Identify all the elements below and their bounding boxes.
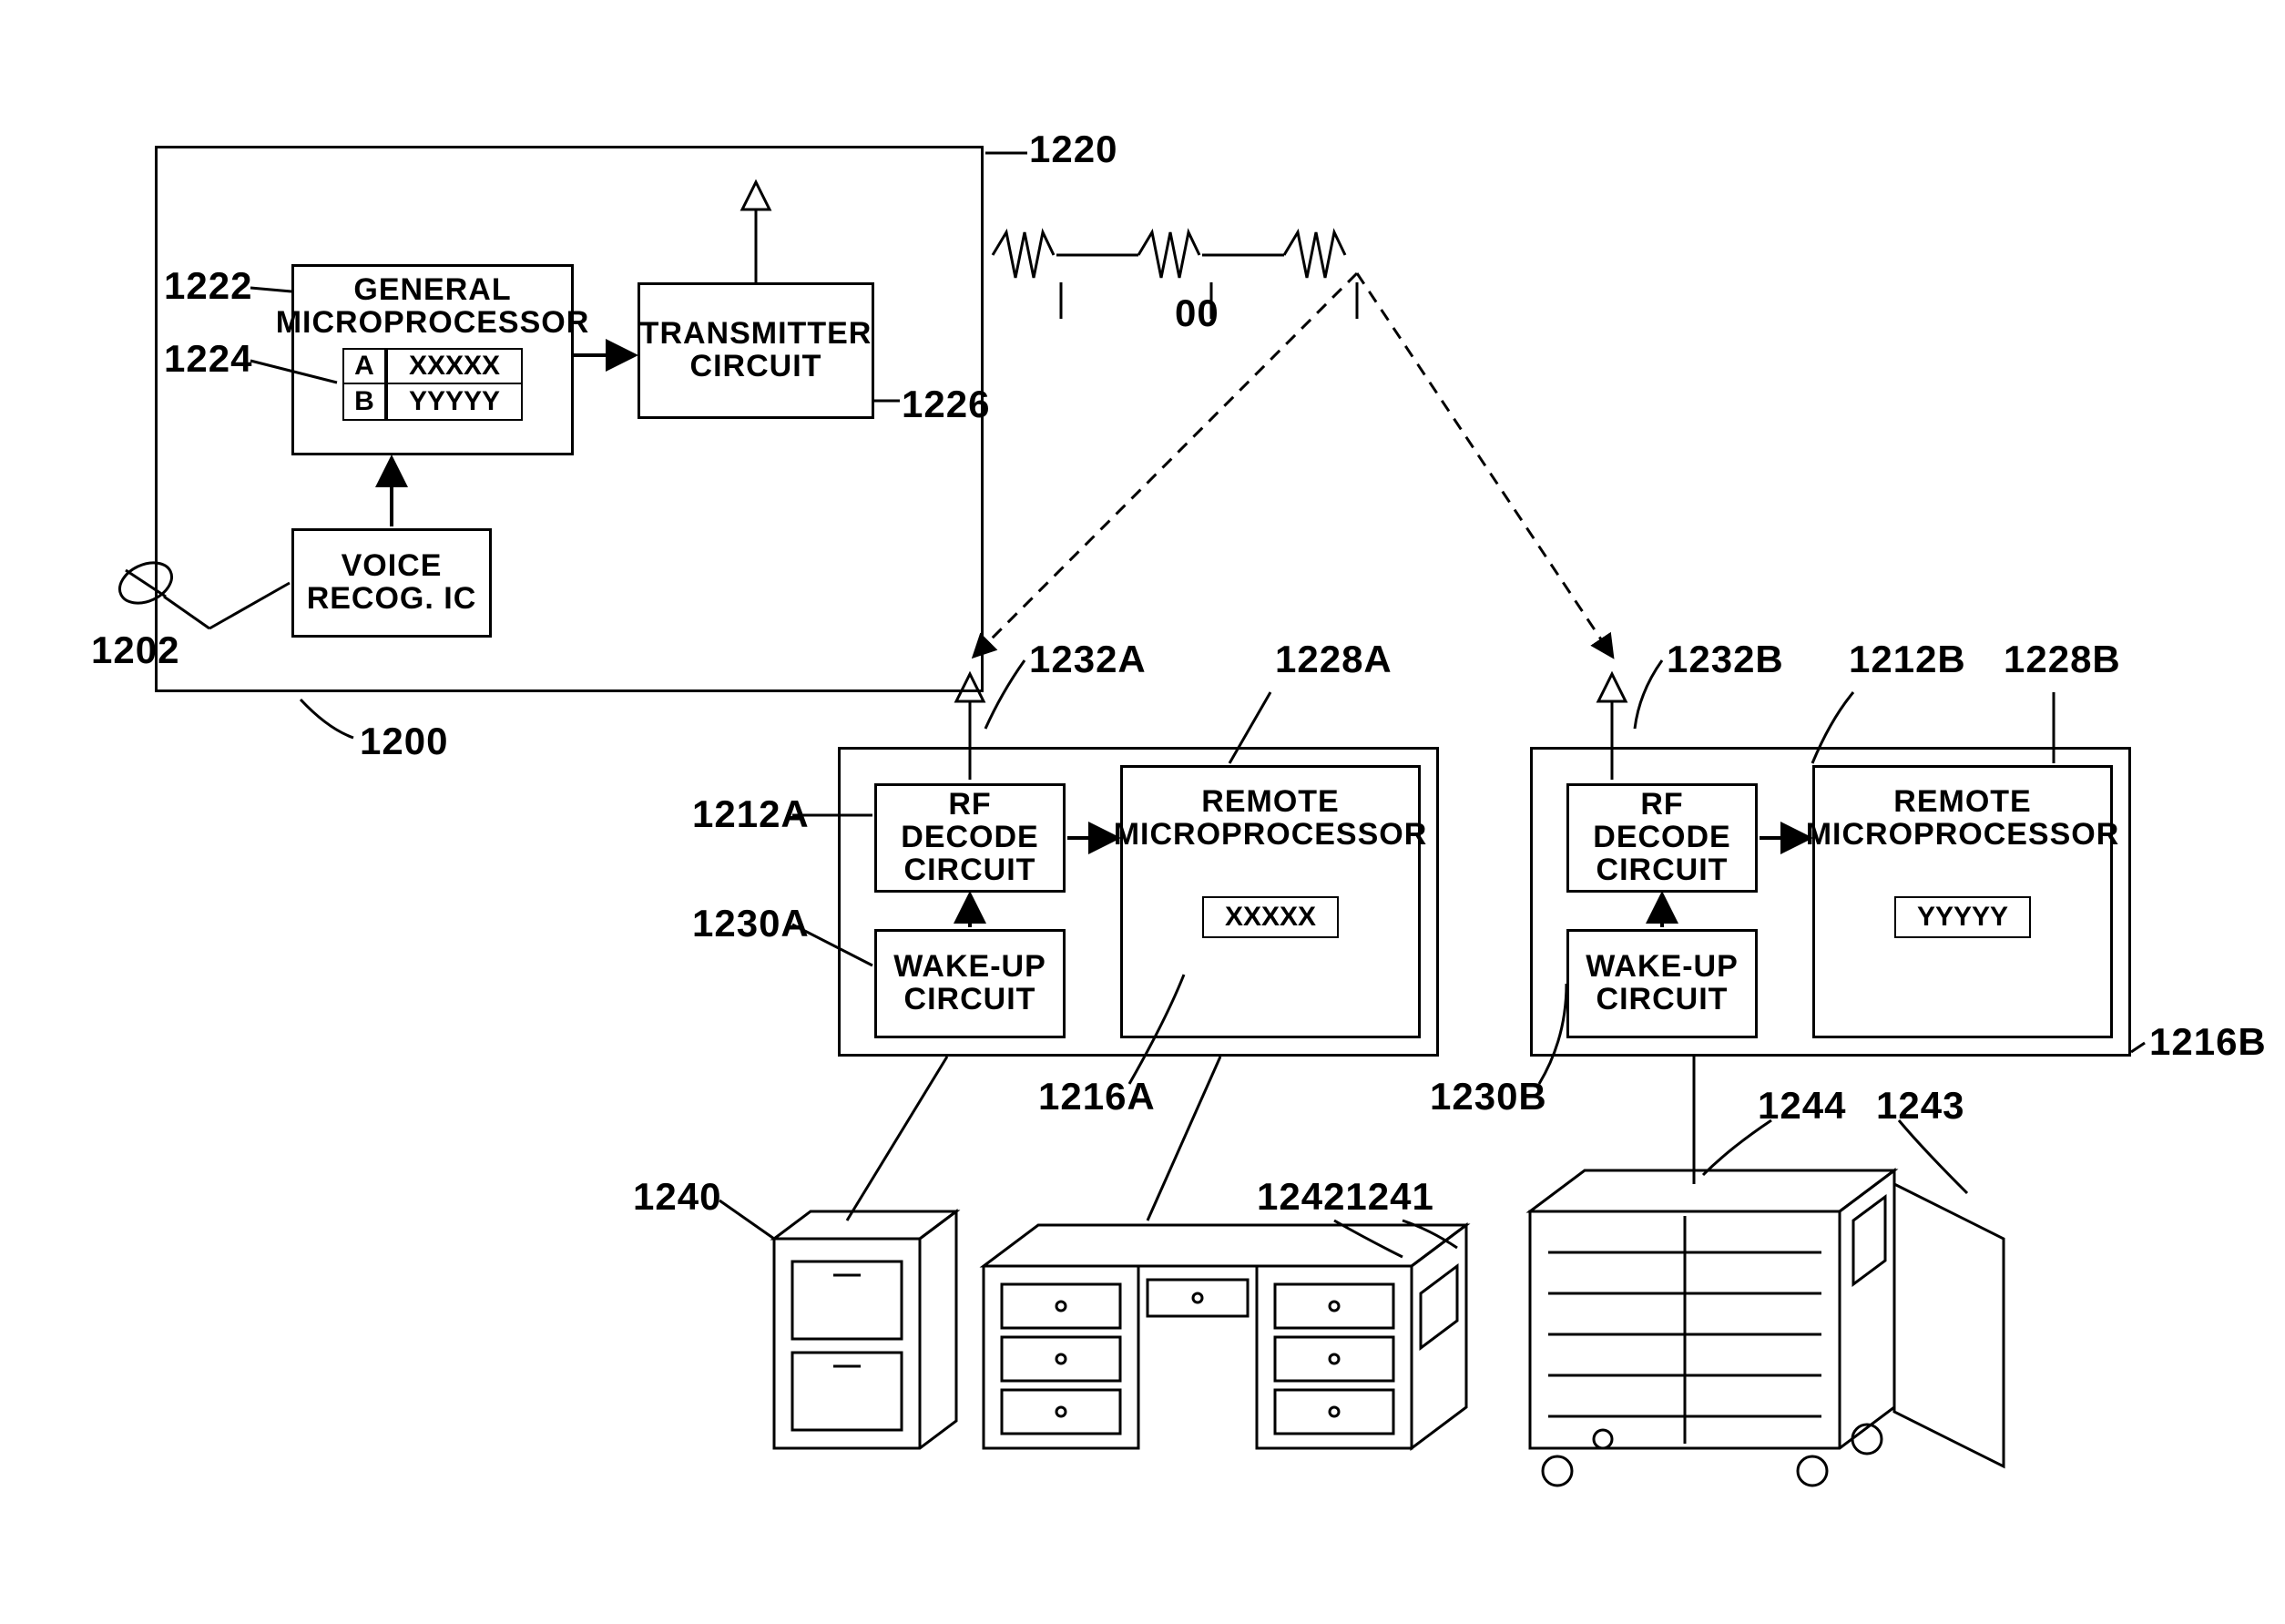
voice-recog-ic: VOICE RECOG. IC xyxy=(291,528,492,638)
rfA-l2: CIRCUIT xyxy=(904,854,1036,887)
wakeup-a: WAKE-UP CIRCUIT xyxy=(874,929,1066,1038)
furniture-cabinet-1240 xyxy=(774,1211,956,1448)
rmA-l2: MICROPROCESSOR xyxy=(1114,819,1428,852)
cell-A-val: XXXXX xyxy=(386,348,523,384)
ref-1212B: 1212B xyxy=(1849,638,1966,681)
ref-1232B: 1232B xyxy=(1667,638,1784,681)
tx-l2: CIRCUIT xyxy=(690,351,822,383)
wuA-l1: WAKE-UP xyxy=(893,951,1046,984)
ref-1224: 1224 xyxy=(164,337,252,381)
codeB: YYYYY xyxy=(1894,896,2031,938)
ref-1222: 1222 xyxy=(164,264,252,308)
gm-l1: GENERAL xyxy=(353,274,511,307)
remote-micro-b: REMOTE MICROPROCESSOR YYYYY xyxy=(1812,765,2113,1038)
ref-1202: 1202 xyxy=(91,628,179,672)
ref-1230A: 1230A xyxy=(692,902,810,945)
wuA-l2: CIRCUIT xyxy=(904,984,1036,1016)
furniture-desk-1242 xyxy=(984,1225,1466,1448)
ref-1216B: 1216B xyxy=(2149,1020,2267,1064)
ref-1243: 1243 xyxy=(1876,1084,1964,1128)
ref-1230B: 1230B xyxy=(1430,1075,1547,1118)
cell-A-key: A xyxy=(342,348,386,384)
wuB-l2: CIRCUIT xyxy=(1596,984,1729,1016)
furniture-rolling-cabinet-1244 xyxy=(1530,1170,2004,1486)
ref-1200: 1200 xyxy=(360,720,448,763)
ref-1232A: 1232A xyxy=(1029,638,1147,681)
rfB-l1: RF DECODE xyxy=(1569,789,1755,853)
rf-decode-b: RF DECODE CIRCUIT xyxy=(1566,783,1758,893)
ref-1228A: 1228A xyxy=(1275,638,1392,681)
patent-diagram: GENERAL MICROPROCESSOR A XXXXX B YYYYY T… xyxy=(0,0,2285,1624)
transmitter-circuit: TRANSMITTER CIRCUIT xyxy=(638,282,874,419)
rmB-l1: REMOTE xyxy=(1893,786,2031,819)
ref-1226: 1226 xyxy=(902,383,990,426)
ref-1220: 1220 xyxy=(1029,128,1117,171)
rfB-l2: CIRCUIT xyxy=(1596,854,1729,887)
cell-B-val: YYYYY xyxy=(386,384,523,421)
ref-1240: 1240 xyxy=(633,1175,721,1219)
rfA-l1: RF DECODE xyxy=(877,789,1063,853)
tx-l1: TRANSMITTER xyxy=(640,318,872,351)
voice-l1: VOICE xyxy=(342,550,443,583)
ref-1228B: 1228B xyxy=(2004,638,2121,681)
wakeup-b: WAKE-UP CIRCUIT xyxy=(1566,929,1758,1038)
remote-micro-a: REMOTE MICROPROCESSOR XXXXX xyxy=(1120,765,1421,1038)
rmB-l2: MICROPROCESSOR xyxy=(1806,819,2120,852)
codeA: XXXXX xyxy=(1202,896,1339,938)
ref-1216A: 1216A xyxy=(1038,1075,1156,1118)
general-microprocessor: GENERAL MICROPROCESSOR A XXXXX B YYYYY xyxy=(291,264,574,455)
ref-1212A: 1212A xyxy=(692,792,810,836)
rf-decode-a: RF DECODE CIRCUIT xyxy=(874,783,1066,893)
ref-00: 00 xyxy=(1175,291,1219,335)
ref-1244: 1244 xyxy=(1758,1084,1846,1128)
cell-B-key: B xyxy=(342,384,386,421)
wuB-l1: WAKE-UP xyxy=(1586,951,1739,984)
voice-l2: RECOG. IC xyxy=(307,583,477,616)
gm-l2: MICROPROCESSOR xyxy=(276,307,590,340)
ref-12421241: 12421241 xyxy=(1257,1175,1434,1219)
rmA-l1: REMOTE xyxy=(1201,786,1339,819)
